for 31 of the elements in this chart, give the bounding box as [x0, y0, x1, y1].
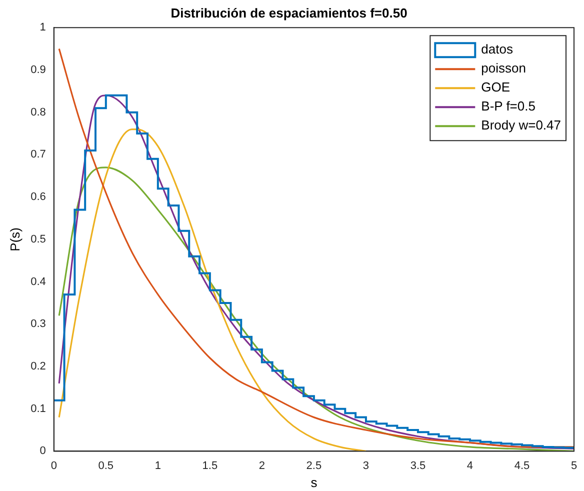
y-tick-label: 0.7: [30, 148, 46, 161]
y-tick-label: 0.2: [30, 360, 46, 373]
y-tick-label: 0.6: [30, 191, 46, 204]
x-tick-label: 1.5: [202, 460, 218, 472]
legend-label: GOE: [481, 80, 510, 95]
x-tick-label: 4.5: [514, 460, 530, 472]
legend-label: B-P f=0.5: [481, 98, 536, 114]
x-axis-title: s: [310, 474, 318, 490]
y-axis-title: P(s): [7, 227, 22, 252]
y-tick-label: 0.4: [30, 276, 46, 288]
y-tick-label: 0: [40, 445, 46, 458]
x-tick-label: 5: [570, 460, 578, 472]
x-tick-label: 0: [50, 460, 57, 472]
x-tick-label: 2.5: [306, 460, 322, 472]
x-tick-label: 4: [466, 460, 474, 472]
line-series: [58, 128, 367, 452]
chart-title: Distribución de espaciamientos f=0.50: [170, 5, 408, 20]
y-tick-label: 0.8: [30, 106, 46, 118]
x-tick-label: 3.5: [410, 460, 426, 472]
y-tick-label: 0.3: [30, 318, 46, 330]
y-tick-label: 0.9: [30, 64, 46, 76]
x-tick-label: 0.5: [98, 460, 114, 472]
legend-label: Brody w=0.47: [481, 118, 562, 133]
x-tick-label: 1: [154, 460, 161, 472]
legend-label: poisson: [481, 60, 526, 76]
y-tick-label: 0.5: [30, 233, 46, 246]
y-tick-label: 0.1: [30, 402, 46, 415]
legend-label: datos: [481, 42, 514, 57]
y-tick-label: 1: [40, 22, 46, 34]
x-tick-label: 2: [258, 460, 265, 472]
x-tick-label: 3: [362, 460, 370, 472]
